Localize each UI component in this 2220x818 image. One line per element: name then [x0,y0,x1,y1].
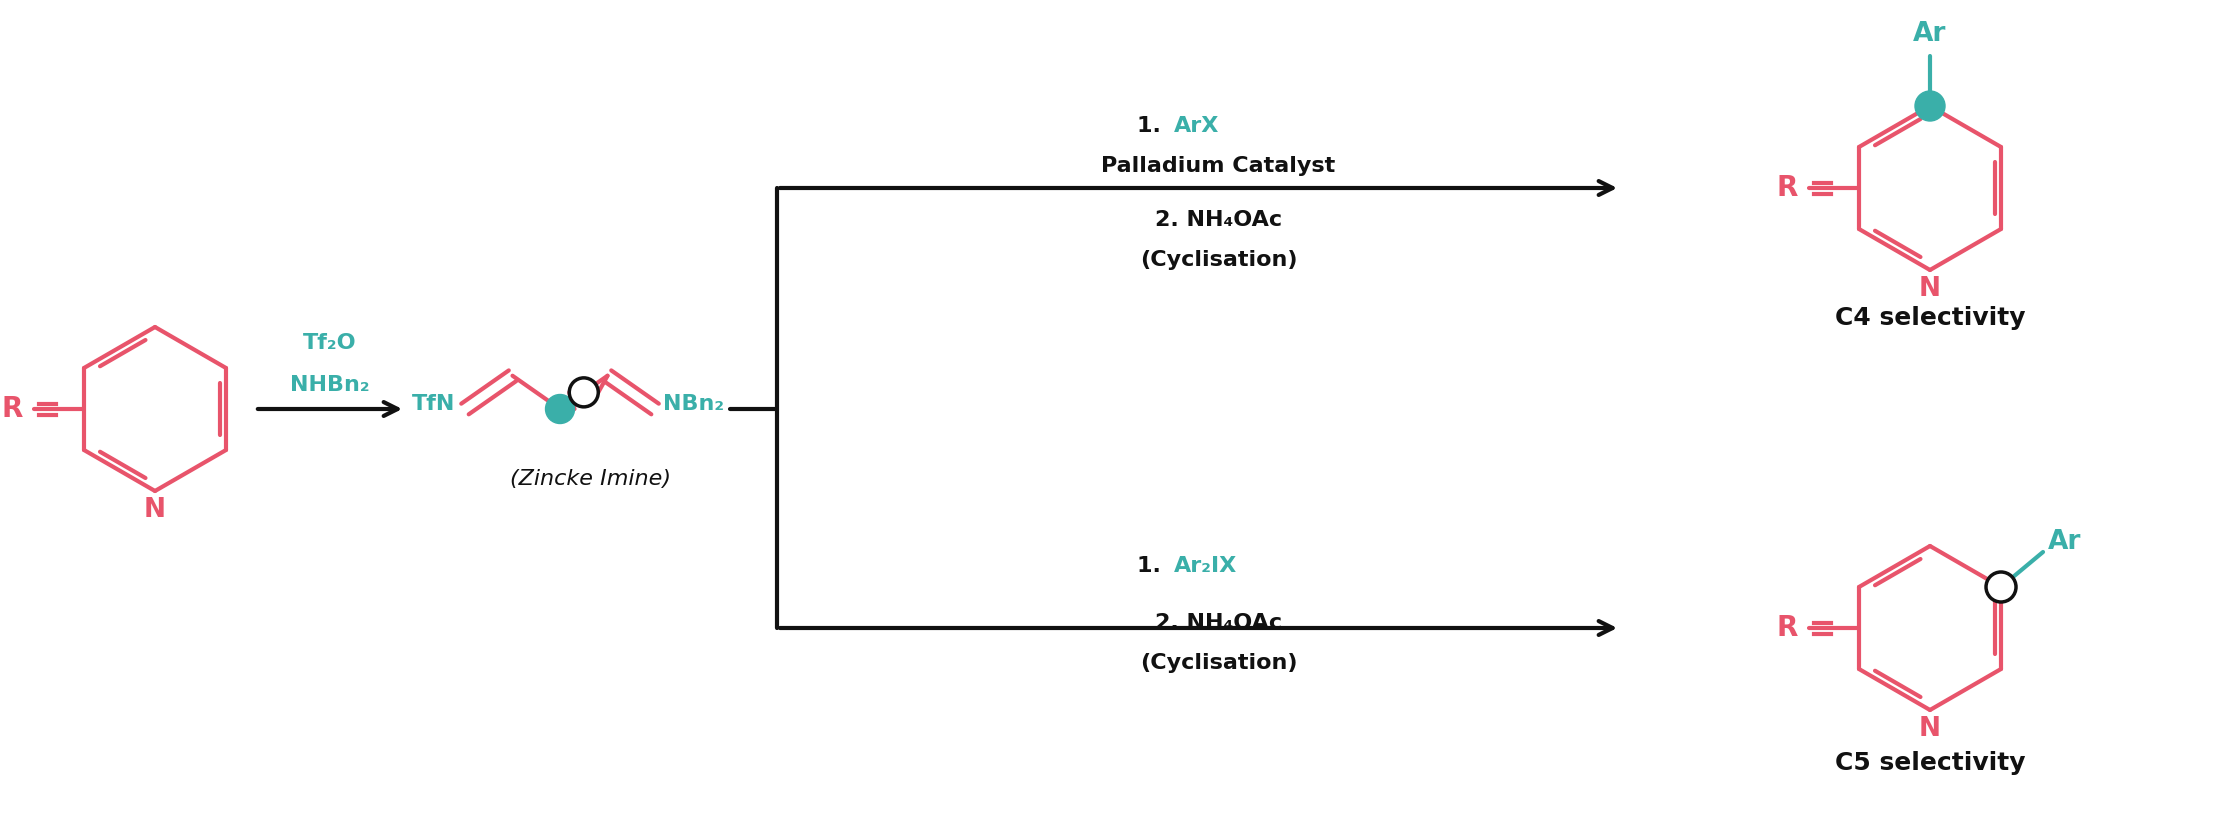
Text: C4 selectivity: C4 selectivity [1834,306,2025,330]
Text: (Zincke Imine): (Zincke Imine) [511,469,670,489]
Text: R: R [1776,614,1798,642]
Text: R: R [2,395,22,423]
Text: Palladium Catalyst: Palladium Catalyst [1101,156,1336,176]
Text: Tf₂O: Tf₂O [304,333,357,353]
Text: N: N [144,497,166,523]
Text: N: N [1918,276,1940,302]
Circle shape [1987,572,2016,602]
Circle shape [546,394,575,424]
Text: 1.: 1. [1137,116,1168,136]
Text: Ar₂IX: Ar₂IX [1174,556,1237,576]
Text: C5 selectivity: C5 selectivity [1834,751,2025,775]
Text: ArX: ArX [1174,116,1219,136]
Text: N: N [1918,716,1940,742]
Text: NBn₂: NBn₂ [664,394,724,414]
Text: TfN: TfN [413,394,455,414]
Text: (Cyclisation): (Cyclisation) [1139,250,1296,270]
Circle shape [1916,91,1945,121]
Text: Ar: Ar [2049,529,2082,555]
Text: Ar: Ar [1914,21,1947,47]
Text: R: R [1776,174,1798,202]
Text: 2. NH₄OAc: 2. NH₄OAc [1154,613,1283,633]
Circle shape [568,378,597,407]
Text: NHBn₂: NHBn₂ [291,375,371,395]
Text: (Cyclisation): (Cyclisation) [1139,653,1296,673]
Text: 1.: 1. [1137,556,1168,576]
Text: 2. NH₄OAc: 2. NH₄OAc [1154,210,1283,230]
